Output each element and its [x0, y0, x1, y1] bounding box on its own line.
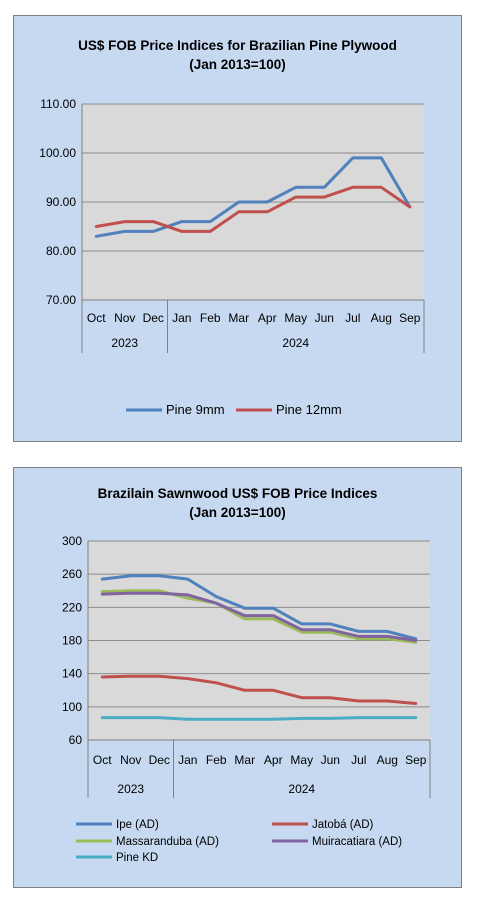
- x-tick-label: Oct: [87, 311, 106, 325]
- x-tick-label: Dec: [143, 311, 164, 325]
- x-tick-label: Apr: [264, 753, 283, 767]
- y-tick-label: 90.00: [46, 195, 76, 209]
- x-tick-label: Oct: [93, 753, 112, 767]
- legend-label: Pine 12mm: [276, 402, 342, 417]
- x-tick-label: Jun: [315, 311, 334, 325]
- x-tick-label: Jul: [345, 311, 360, 325]
- year-label: 2023: [111, 336, 138, 350]
- y-tick-label: 80.00: [46, 244, 76, 258]
- y-tick-label: 220: [62, 600, 82, 614]
- x-tick-label: Jun: [321, 753, 340, 767]
- x-tick-label: Feb: [200, 311, 221, 325]
- x-tick-label: Mar: [234, 753, 255, 767]
- x-tick-label: Aug: [377, 753, 398, 767]
- chart-title: Brazilain Sawnwood US$ FOB Price Indices: [97, 486, 378, 501]
- series-line: [100, 591, 418, 642]
- series-line: [100, 574, 418, 641]
- x-tick-label: Jul: [351, 753, 366, 767]
- x-tick-label: May: [284, 311, 307, 325]
- legend-label: Pine KD: [116, 852, 158, 864]
- legend-label: Massaranduba (AD): [116, 836, 219, 848]
- y-tick-label: 70.00: [46, 293, 76, 307]
- y-tick-label: 260: [62, 567, 82, 581]
- x-tick-label: Sep: [399, 311, 421, 325]
- x-tick-label: May: [290, 753, 313, 767]
- legend-label: Muiracatiara (AD): [312, 836, 402, 848]
- legend-label: Jatobá (AD): [312, 819, 374, 831]
- x-tick-label: Apr: [258, 311, 277, 325]
- year-label: 2024: [282, 336, 309, 350]
- year-label: 2023: [117, 782, 144, 796]
- y-tick-label: 300: [62, 534, 82, 548]
- y-tick-label: 100.00: [39, 146, 76, 160]
- x-tick-label: Feb: [206, 753, 227, 767]
- legend-label: Pine 9mm: [166, 402, 225, 417]
- series-line: [100, 716, 418, 721]
- chart-title: US$ FOB Price Indices for Brazilian Pine…: [78, 38, 397, 53]
- x-tick-label: Jan: [172, 311, 191, 325]
- x-tick-label: Nov: [114, 311, 135, 325]
- chart-subtitle: (Jan 2013=100): [189, 57, 286, 72]
- legend-label: Ipe (AD): [116, 819, 159, 831]
- x-tick-label: Jan: [178, 753, 197, 767]
- year-label: 2024: [288, 782, 315, 796]
- series-line: [100, 674, 418, 705]
- y-tick-label: 140: [62, 667, 82, 681]
- x-tick-label: Dec: [149, 753, 170, 767]
- series-line: [94, 185, 412, 233]
- sawnwood-chart-panel: Brazilain Sawnwood US$ FOB Price Indices…: [13, 467, 462, 888]
- x-tick-label: Aug: [371, 311, 392, 325]
- y-tick-label: 60: [69, 733, 83, 747]
- x-tick-label: Mar: [228, 311, 249, 325]
- series-line: [94, 156, 412, 238]
- x-tick-label: Sep: [405, 753, 427, 767]
- plywood-chart-svg: 70.00 80.00 90.00 100.00 110.00 Oct Nov Dec Jan F…: [39, 97, 425, 417]
- plywood-chart-panel: US$ FOB Price Indices for Brazilian Pine…: [13, 15, 462, 442]
- y-tick-label: 180: [62, 634, 82, 648]
- series-line: [100, 589, 418, 644]
- y-tick-label: 100: [62, 700, 82, 714]
- sawnwood-chart-svg: 60 100 140 180 220 260 300 Oct Nov Dec Jan Feb Mar Ap…: [62, 534, 431, 864]
- x-tick-label: Nov: [120, 753, 141, 767]
- y-tick-label: 110.00: [40, 97, 76, 111]
- chart-subtitle: (Jan 2013=100): [189, 505, 286, 520]
